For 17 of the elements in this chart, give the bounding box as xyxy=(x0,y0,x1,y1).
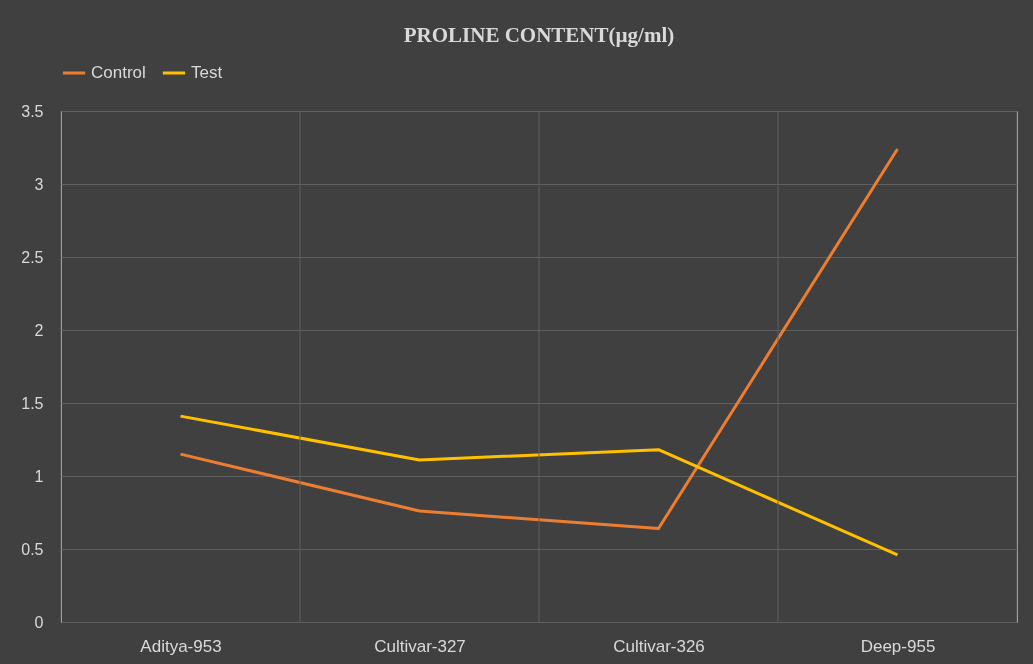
y-tick-label: 1.5 xyxy=(21,394,44,412)
y-tick-label: 3.5 xyxy=(21,102,44,120)
x-tick-label: Cultivar-327 xyxy=(374,636,466,656)
chart-title: PROLINE CONTENT(µg/ml) xyxy=(403,23,675,47)
y-tick-label: 1 xyxy=(34,467,44,485)
line-series xyxy=(179,147,899,531)
x-tick-label: Deep-955 xyxy=(860,636,936,656)
y-tick-label: 3 xyxy=(34,175,44,193)
x-tick-label: Cultivar-326 xyxy=(613,636,705,656)
y-tick-label: 2 xyxy=(34,321,44,339)
y-tick-label: 0.5 xyxy=(21,540,44,558)
y-tick-label: 0 xyxy=(34,613,44,631)
legend-label: Test xyxy=(191,63,223,82)
line-series xyxy=(179,414,899,557)
legend-label: Control xyxy=(91,63,146,82)
y-tick-label: 2.5 xyxy=(21,248,44,266)
x-tick-label: Aditya-953 xyxy=(140,636,222,656)
